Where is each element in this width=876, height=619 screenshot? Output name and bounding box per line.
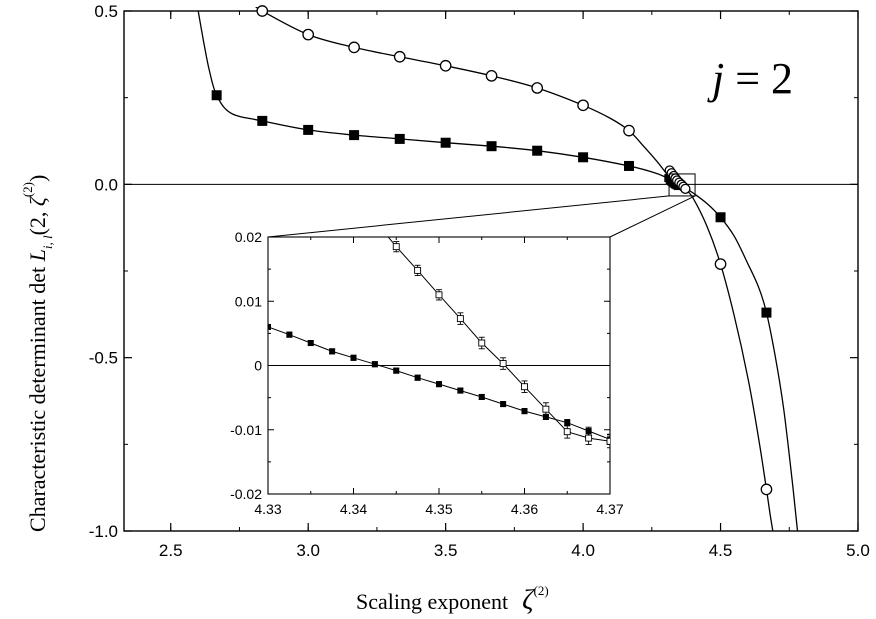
- inset-x-tick-label: 4.35: [425, 501, 452, 517]
- x-tick-label: 4.5: [709, 541, 733, 560]
- inset-y-tick-label: 0.02: [235, 229, 262, 245]
- inset-series-1-marker: [564, 419, 571, 426]
- inset-series-2-marker: [456, 315, 464, 323]
- connector-line-right: [609, 195, 696, 238]
- series-2-marker: [623, 124, 635, 137]
- series-2-marker: [531, 82, 544, 94]
- y-tick-label: 0.0: [94, 175, 118, 194]
- inset-x-tick-label: 4.33: [254, 501, 281, 517]
- inset-series-1-marker: [307, 340, 314, 347]
- inset-series-1-marker: [371, 361, 378, 368]
- series-1-marker: [211, 90, 222, 101]
- series-2-marker: [256, 5, 269, 17]
- cluster-circle-marker: [680, 183, 691, 194]
- inset-series-1-marker: [414, 374, 421, 381]
- inset-data: [268, 218, 610, 449]
- inset-series-2-marker: [606, 437, 610, 445]
- series-1-marker: [578, 152, 589, 163]
- series-1-marker: [257, 115, 268, 126]
- x-tick-label: 2.5: [159, 541, 183, 560]
- inset-series-1-marker: [542, 413, 549, 420]
- series-1-marker: [532, 145, 543, 156]
- series-2-marker: [348, 41, 360, 54]
- series-1-marker: [715, 212, 726, 223]
- x-tick-label: 4.0: [571, 541, 595, 560]
- inset-series-2-marker: [435, 291, 443, 299]
- series-2-marker: [577, 99, 589, 112]
- inset-series-2-marker: [585, 434, 593, 442]
- inset-x-tick-label: 4.34: [340, 501, 367, 517]
- inset-y-tick-label: 0: [254, 358, 262, 374]
- inset-series-2-marker: [521, 383, 528, 391]
- series-2-marker: [302, 28, 315, 41]
- inset-series-1-marker: [393, 367, 400, 374]
- inset-x-tick-label: 4.36: [511, 501, 538, 517]
- x-tick-label: 3.0: [296, 541, 320, 560]
- main-plot: 2.5 3.0 3.5 4.0 4.5 5.0 0.5 0.0 -0.5 -1.0: [89, 2, 870, 560]
- series-1-marker: [624, 160, 635, 171]
- x-tick-label: 5.0: [846, 541, 870, 560]
- inset-series-2-marker: [542, 405, 550, 413]
- series-1-marker: [349, 130, 360, 141]
- inset-series-1-marker: [478, 393, 485, 400]
- series-2-marker: [393, 50, 406, 63]
- inset-series-1-marker: [585, 428, 592, 435]
- y-axis-title: Characteristic determinant det Li, l(2, …: [20, 175, 55, 532]
- series-1-marker: [440, 137, 451, 148]
- y-tick-label: 0.5: [94, 2, 118, 21]
- inset-series-2-marker: [414, 266, 422, 274]
- series-1-marker: [303, 124, 314, 135]
- series-2-marker: [760, 483, 773, 496]
- series-1-marker: [394, 133, 405, 144]
- inset-series-1-marker: [500, 401, 507, 408]
- zoom-box: [668, 173, 696, 197]
- inset-y-tick-label: -0.02: [230, 486, 262, 502]
- inset-series-1-marker: [350, 354, 357, 361]
- j-annotation: j = 2: [707, 54, 793, 103]
- inset-series-1-marker: [521, 408, 528, 415]
- inset-series-2-marker: [372, 218, 378, 224]
- inset-series-1-marker: [329, 348, 336, 355]
- series-2-marker: [439, 59, 452, 72]
- inset-x-tick-label: 4.37: [596, 501, 623, 517]
- inset-y-tick-label: -0.01: [230, 422, 262, 438]
- inset-plot: 4.33 4.34 4.35 4.36 4.37 0.02 0.01 0 -0.01 -0.02: [230, 218, 624, 517]
- inset-y-tick-label: 0.01: [235, 293, 262, 309]
- inset-series-1-marker: [286, 331, 293, 338]
- x-axis-title: Scaling exponent ζ(2): [356, 583, 549, 616]
- inset-series-2-marker: [499, 360, 507, 368]
- inset-series-2-marker: [478, 339, 486, 347]
- series-1-marker: [486, 141, 497, 152]
- inset-series-2-marker: [392, 243, 400, 251]
- connector-line-left: [267, 195, 670, 238]
- inset-series-2-marker: [563, 428, 571, 436]
- x-tick-label: 3.5: [434, 541, 458, 560]
- inset-series-1-marker: [457, 387, 464, 394]
- inset-series-1-marker: [436, 381, 442, 388]
- series-1-marker: [761, 307, 772, 318]
- inset-series-1-marker: [268, 323, 271, 330]
- y-tick-label: -1.0: [89, 522, 118, 541]
- y-tick-label: -0.5: [89, 349, 118, 368]
- series-2-marker: [485, 69, 498, 82]
- inset-connector: [267, 195, 696, 238]
- series-2-marker: [714, 258, 727, 270]
